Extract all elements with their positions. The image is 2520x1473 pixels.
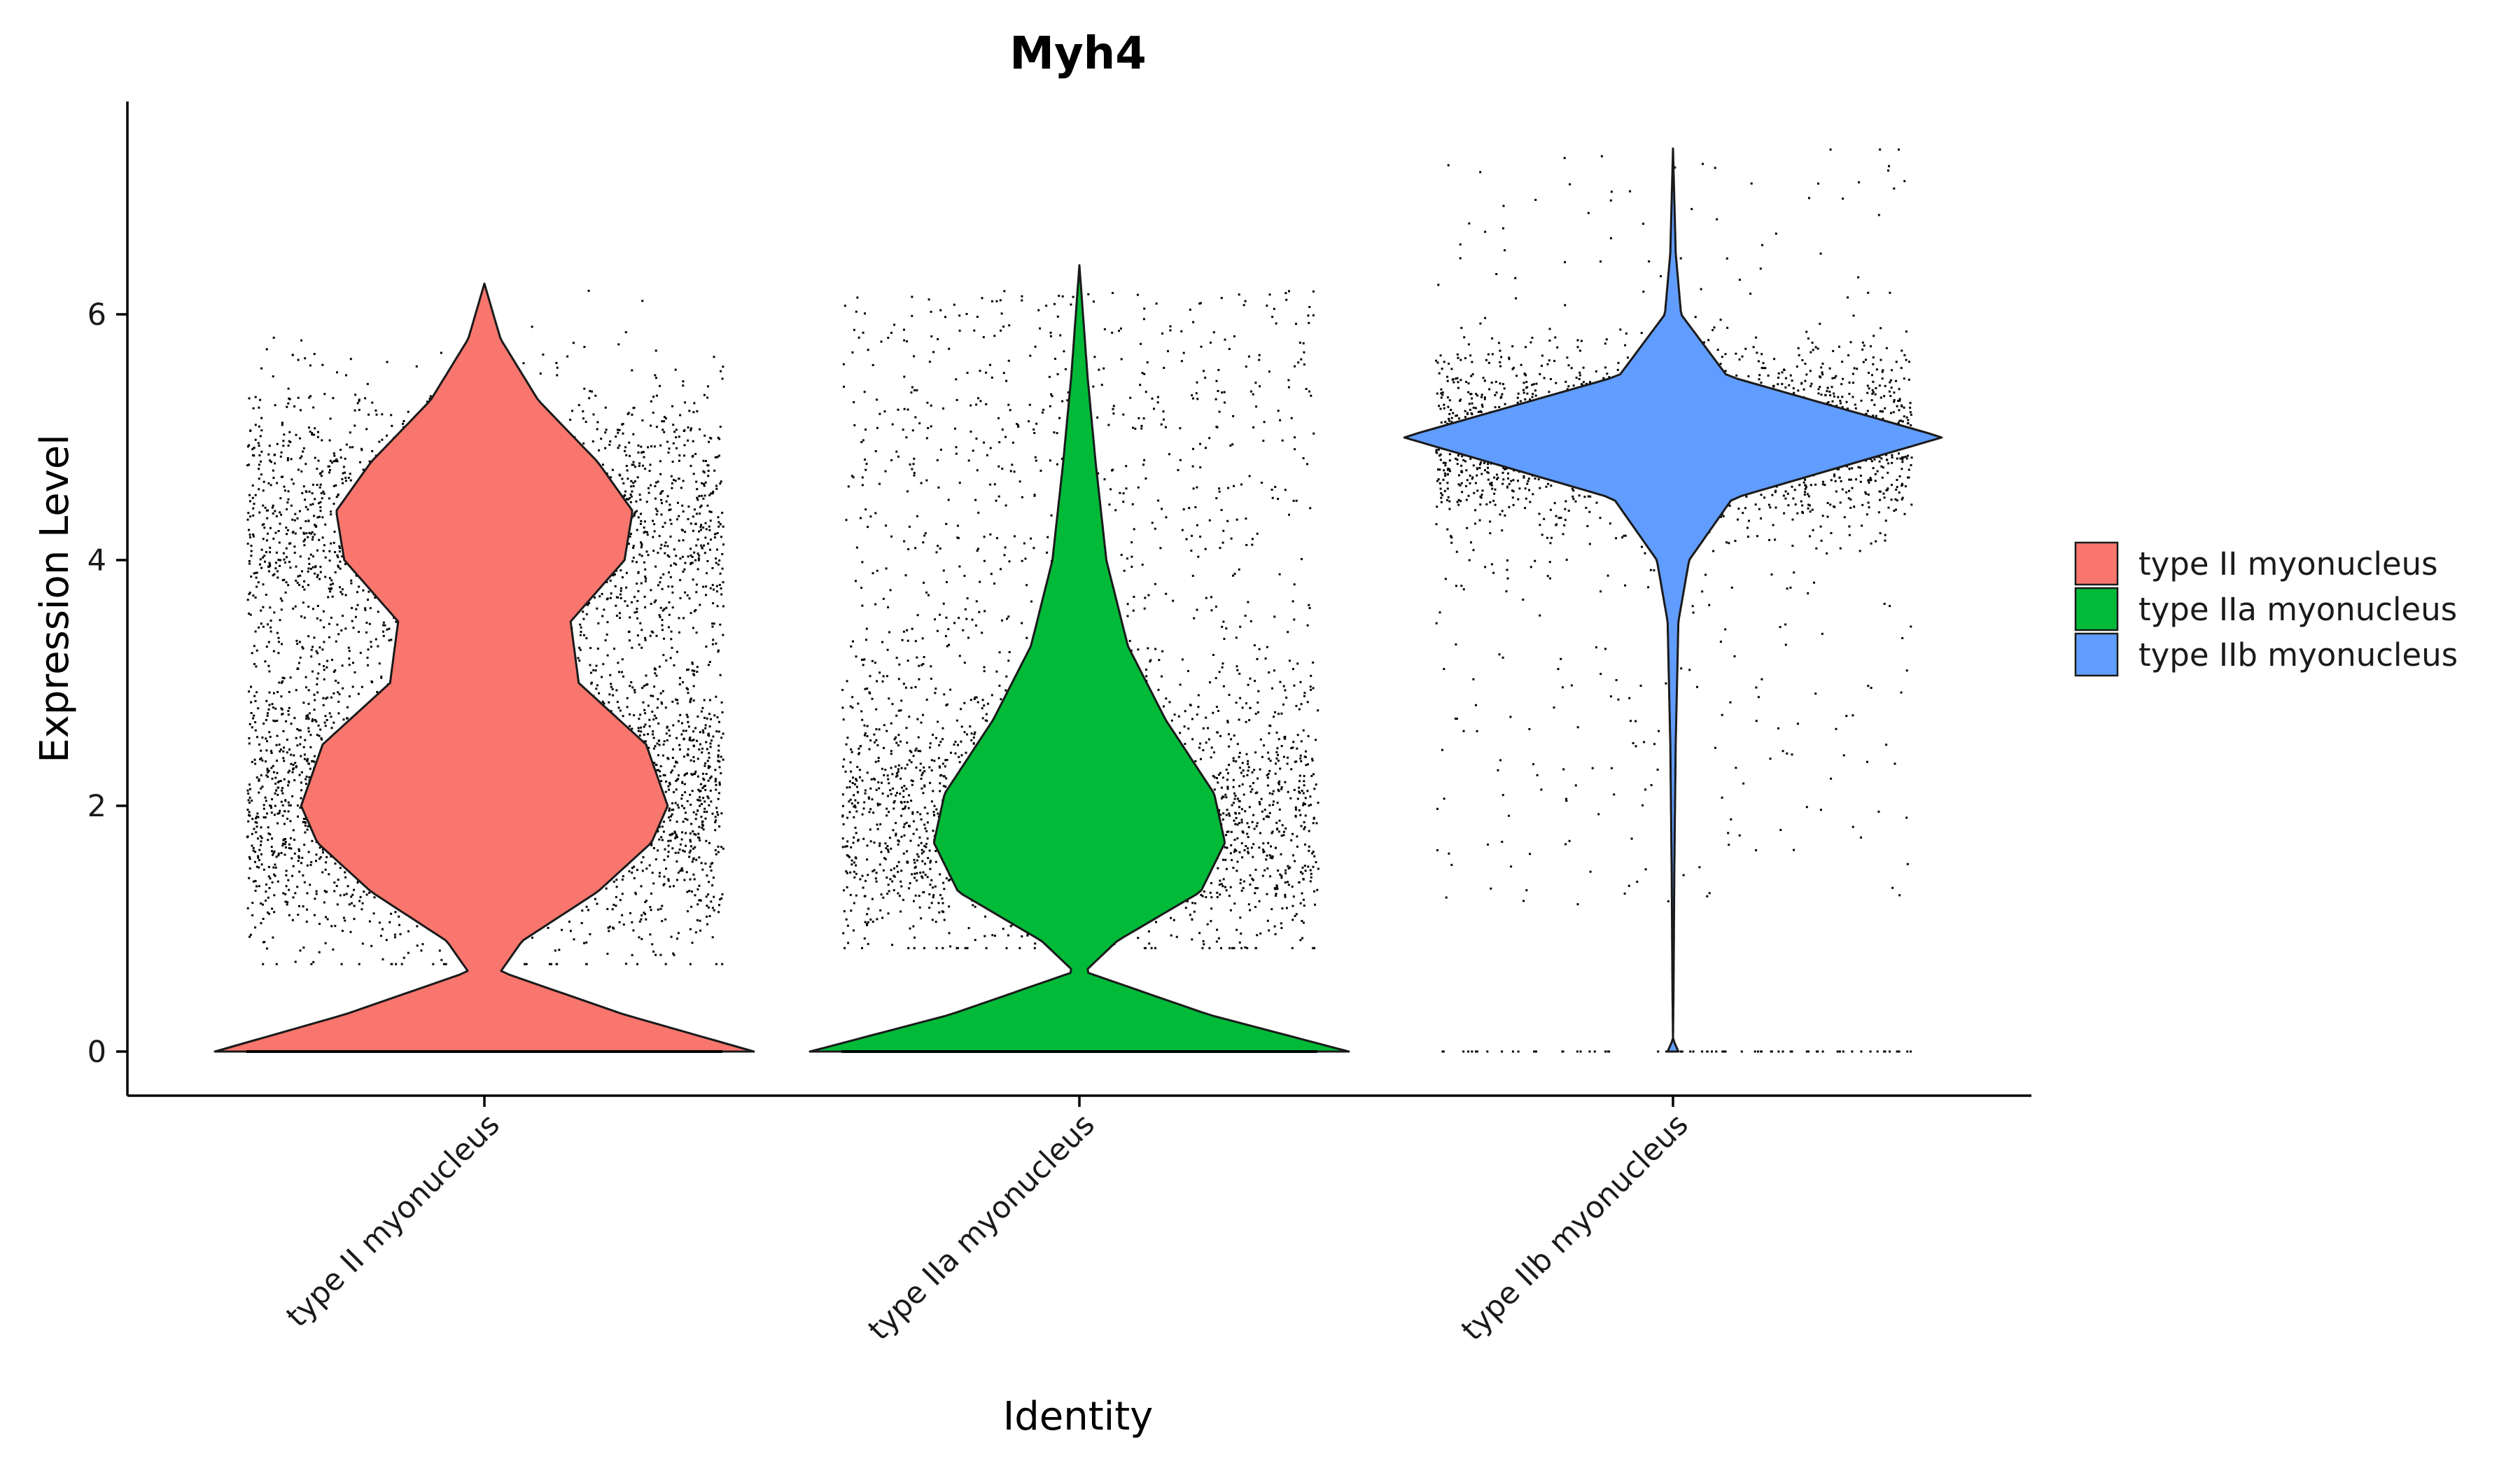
violin-layer [214, 147, 1943, 1053]
x-tick-label: type II myonucleus [279, 1107, 506, 1334]
legend-swatch-2 [2074, 587, 2119, 631]
jitter-points-layer [246, 148, 1913, 1053]
jitter-points-1 [246, 289, 724, 965]
legend-label-1: type II myonucleus [2138, 545, 2438, 582]
legend-label-3: type IIb myonucleus [2138, 636, 2458, 673]
violin-3 [1403, 147, 1943, 1053]
chart-title: Myh4 [1009, 28, 1147, 80]
legend-swatch-1 [2074, 541, 2119, 586]
violin-2 [808, 264, 1350, 1053]
legend-label-2: type IIa myonucleus [2138, 591, 2457, 628]
y-tick-label: 4 [88, 543, 106, 578]
legend: type II myonucleus type IIa myonucleus typ… [2074, 541, 2458, 677]
x-tick-label: type IIb myonucleus [1455, 1107, 1695, 1348]
y-tick-label: 2 [88, 789, 106, 824]
y-tick-label: 6 [88, 298, 106, 333]
y-tick-label: 0 [88, 1035, 106, 1070]
y-axis-title: Expression Level [32, 434, 78, 763]
x-axis-title: Identity [1003, 1394, 1154, 1439]
violin-1 [214, 282, 755, 1053]
legend-swatch-3 [2074, 632, 2119, 677]
x-tick-label: type IIa myonucleus [862, 1107, 1102, 1347]
